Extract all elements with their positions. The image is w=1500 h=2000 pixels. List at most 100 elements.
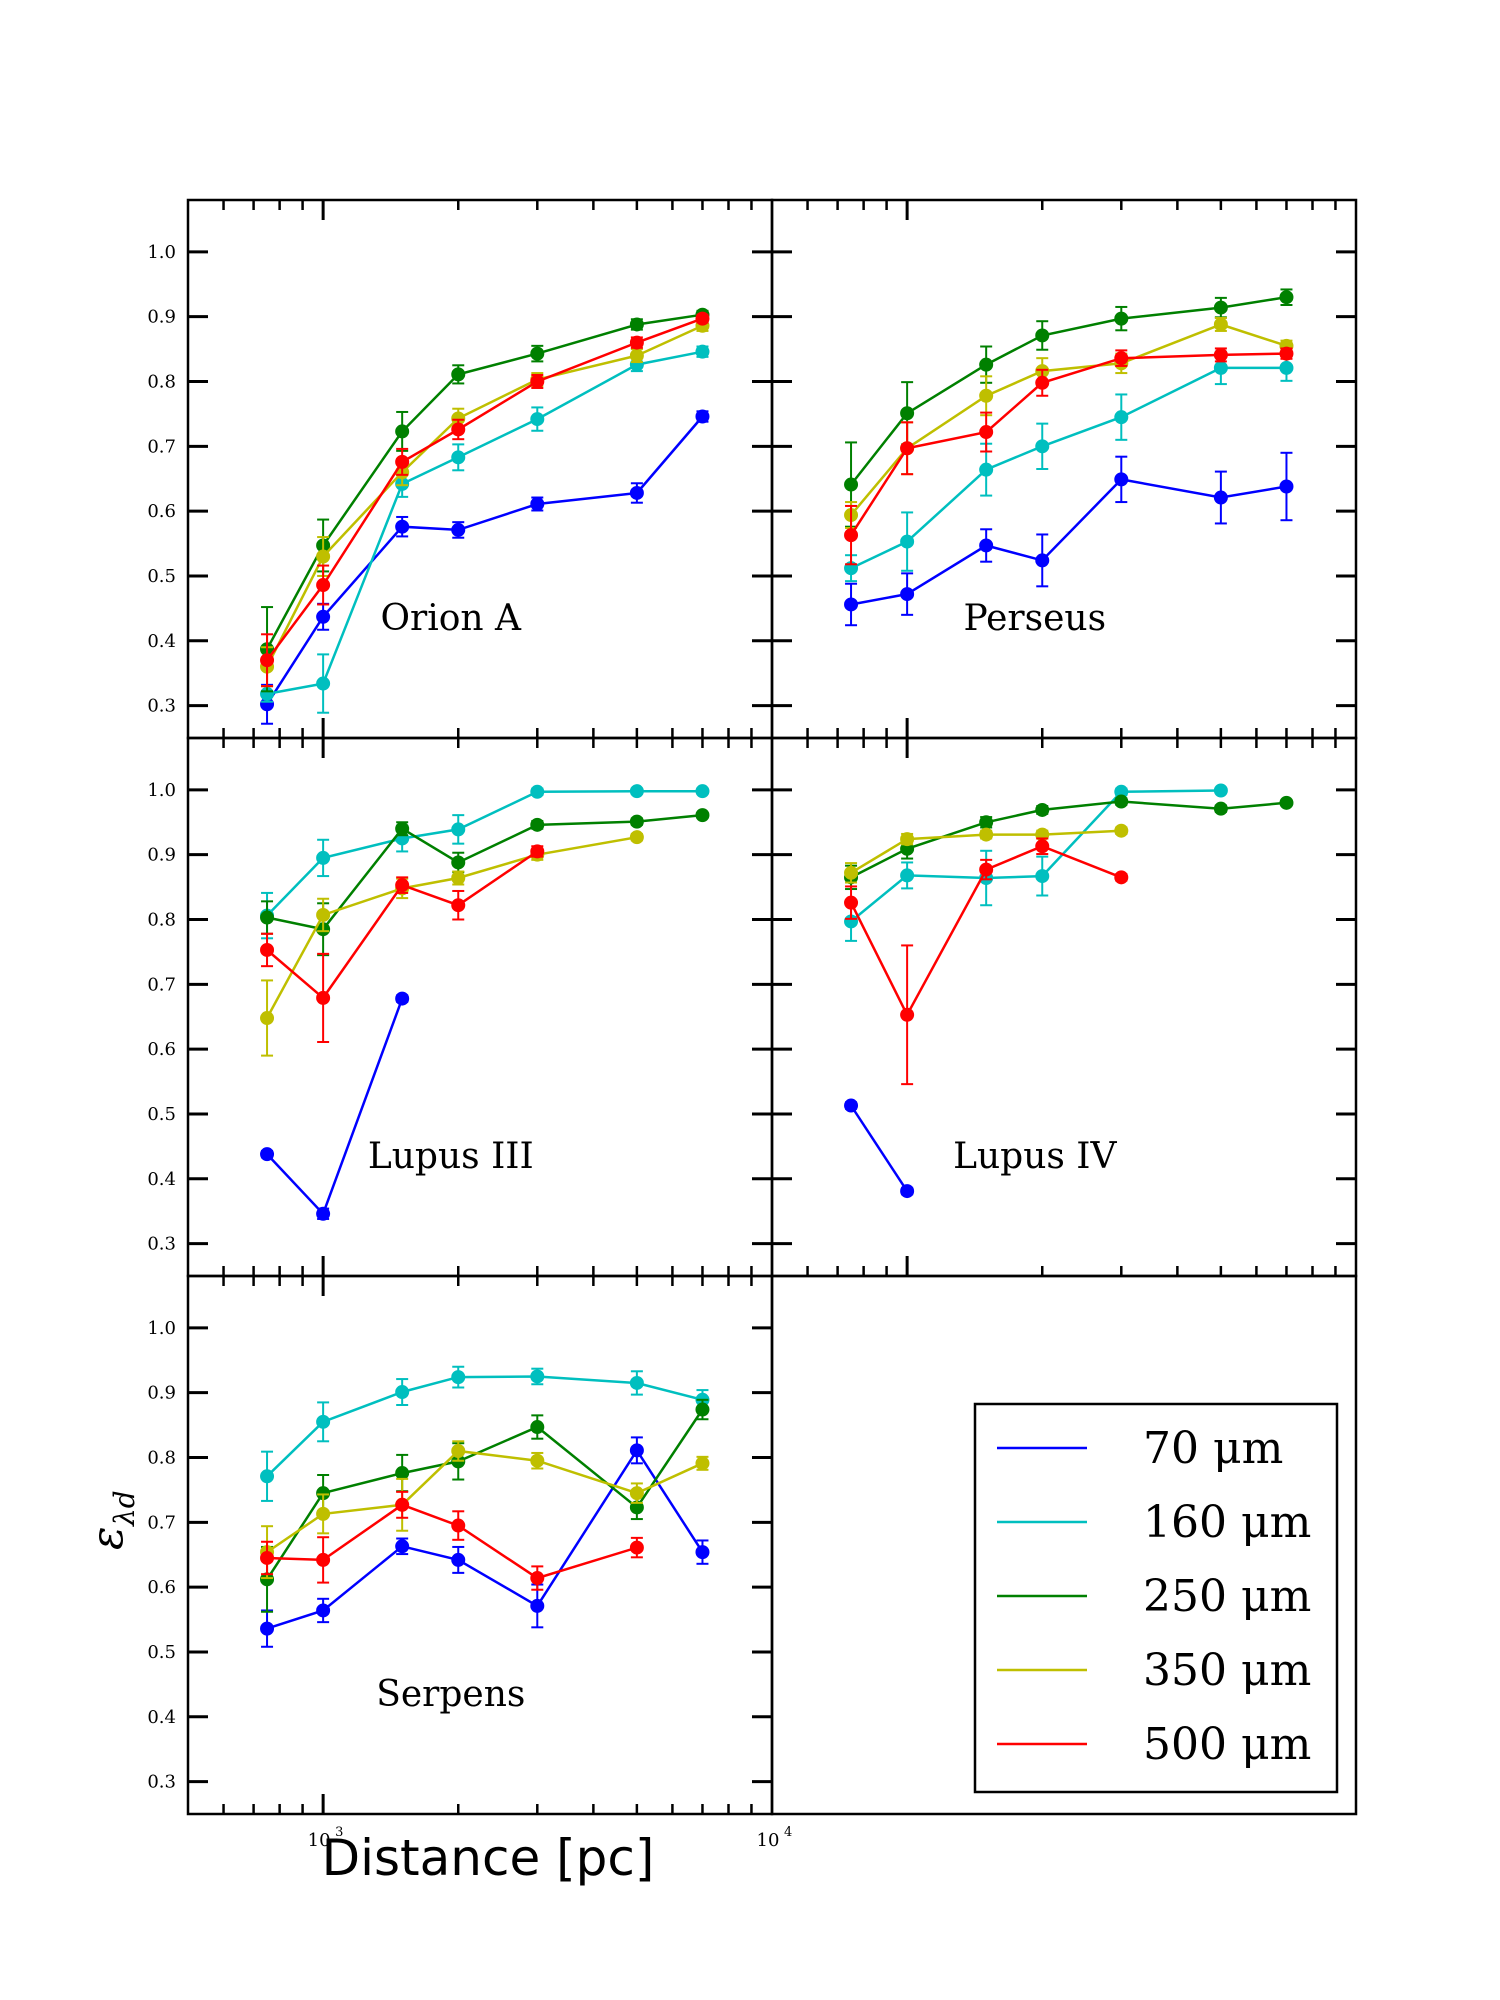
data-point [260, 910, 275, 925]
data-point [260, 942, 275, 957]
data-point [900, 534, 915, 549]
legend-box [973, 1402, 1339, 1794]
y-tick-label: 1.0 [147, 242, 176, 263]
y-tick-label: 0.8 [147, 909, 176, 930]
data-point [1213, 783, 1228, 798]
legend-label: 350 μm [1143, 1645, 1311, 1696]
panel-lupus-iv: Lupus IV [770, 736, 1358, 1278]
y-tick-label: 0.6 [147, 1577, 176, 1598]
y-tick-label: 0.5 [147, 1642, 176, 1663]
series-line [266, 1503, 638, 1580]
data-point [629, 348, 644, 363]
series-500um [844, 346, 1294, 566]
data-point [451, 898, 466, 913]
data-point [451, 1552, 466, 1567]
panel-label: Serpens [376, 1674, 525, 1715]
series-160um [260, 1365, 710, 1502]
data-point [979, 357, 994, 372]
data-point [695, 409, 710, 424]
panel-label: Lupus IV [953, 1136, 1117, 1177]
data-point [1279, 795, 1294, 810]
data-point [900, 1007, 915, 1022]
data-point [979, 827, 994, 842]
panel-orion-a: 0.3 0.4 0.5 0.6 0.7 0.8 0.9 1.0 Orion A [147, 198, 774, 740]
y-tick-label: 0.5 [147, 1104, 176, 1125]
data-point [260, 1469, 275, 1484]
data-point [844, 528, 859, 543]
data-point [629, 485, 644, 500]
data-point [395, 878, 410, 893]
data-point [316, 1414, 331, 1429]
data-point [1213, 347, 1228, 362]
data-point [316, 549, 331, 564]
data-point [451, 367, 466, 382]
data-point [395, 991, 410, 1006]
data-point [629, 1486, 644, 1501]
data-point [1114, 351, 1129, 366]
data-point [1035, 553, 1050, 568]
data-point [979, 425, 994, 440]
data-point [316, 676, 331, 691]
data-point [844, 865, 859, 880]
data-point [260, 1147, 275, 1162]
y-tick-label: 0.6 [147, 1039, 176, 1060]
legend-label: 160 μm [1143, 1497, 1311, 1548]
data-point [451, 1370, 466, 1385]
data-point [530, 784, 545, 799]
y-tick-label: 0.7 [147, 436, 176, 457]
data-point [1035, 802, 1050, 817]
series-70um [260, 409, 710, 725]
data-point [1213, 801, 1228, 816]
y-axis-title-subscript: λd [108, 1490, 141, 1527]
panel-serpens: 0.3 0.4 0.5 0.6 0.7 0.8 0.9 1.0 Serpens [147, 1274, 774, 1816]
data-point [979, 862, 994, 877]
data-point [395, 454, 410, 469]
series-500um [260, 1490, 644, 1591]
series-70um [844, 1098, 915, 1199]
data-point [316, 1206, 331, 1221]
data-point [530, 346, 545, 361]
data-point [629, 1375, 644, 1390]
series-350um [844, 823, 1129, 884]
data-point [530, 412, 545, 427]
data-point [629, 830, 644, 845]
data-point [316, 990, 331, 1005]
data-point [1035, 839, 1050, 854]
data-point [1114, 870, 1129, 885]
data-point [1279, 360, 1294, 375]
data-point [900, 832, 915, 847]
x-tick-label-exponent: 3 [335, 1825, 343, 1840]
data-point [1035, 869, 1050, 884]
data-point [1035, 439, 1050, 454]
y-tick-label: 0.4 [147, 1169, 176, 1190]
x-tick-label: 10 [757, 1830, 780, 1851]
y-tick-label: 0.9 [147, 845, 176, 866]
data-point [530, 817, 545, 832]
data-point [1279, 346, 1294, 361]
y-tick-label: 0.9 [147, 1383, 176, 1404]
data-point [316, 1552, 331, 1567]
data-point [695, 344, 710, 359]
panel-perseus: Perseus [770, 198, 1358, 740]
data-point [530, 1598, 545, 1613]
data-point [451, 1444, 466, 1459]
data-point [530, 497, 545, 512]
data-point [979, 388, 994, 403]
data-point [451, 450, 466, 465]
data-point [629, 784, 644, 799]
data-point [1035, 328, 1050, 343]
y-tick-label: 0.9 [147, 307, 176, 328]
legend-label: 70 μm [1143, 1423, 1283, 1474]
y-tick-label: 0.8 [147, 1447, 176, 1468]
y-tick-label: 0.7 [147, 974, 176, 995]
data-point [629, 317, 644, 332]
x-tick-labels: 10 3 10 4 [308, 1825, 793, 1851]
data-point [1114, 472, 1129, 487]
data-point [530, 1453, 545, 1468]
y-tick-label: 0.6 [147, 501, 176, 522]
data-point [395, 821, 410, 836]
legend-label: 500 μm [1143, 1719, 1311, 1770]
data-point [979, 538, 994, 553]
data-point [900, 406, 915, 421]
